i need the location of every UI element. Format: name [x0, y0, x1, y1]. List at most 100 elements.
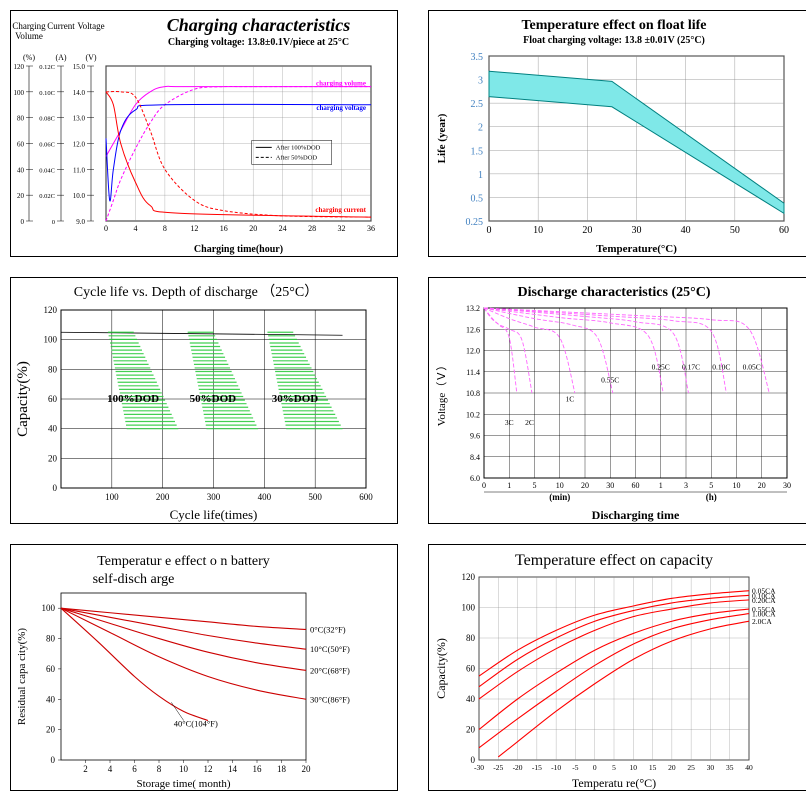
svg-text:Current: Current [47, 21, 75, 31]
svg-text:13.0: 13.0 [73, 115, 86, 123]
svg-text:Temperatur e effect o n batter: Temperatur e effect o n battery [97, 554, 270, 569]
svg-text:5: 5 [533, 481, 537, 490]
svg-text:60: 60 [46, 664, 56, 674]
svg-text:30: 30 [707, 763, 715, 772]
svg-text:20: 20 [48, 453, 58, 463]
svg-text:0°C(32°F): 0°C(32°F) [310, 624, 346, 634]
svg-text:30: 30 [632, 225, 642, 236]
svg-text:20°C(68°F): 20°C(68°F) [310, 665, 350, 675]
svg-text:8: 8 [163, 224, 167, 233]
svg-text:80: 80 [466, 633, 476, 643]
svg-text:80: 80 [48, 364, 58, 374]
svg-text:Temperature effect on capacity: Temperature effect on capacity [515, 552, 713, 569]
svg-text:120: 120 [44, 305, 58, 315]
svg-text:0.10C: 0.10C [712, 363, 730, 372]
chart-grid: Charging characteristicsCharging voltage… [10, 10, 806, 791]
svg-text:20: 20 [249, 224, 257, 233]
svg-text:2.0CA: 2.0CA [752, 617, 772, 626]
svg-text:Charging time(hour): Charging time(hour) [194, 244, 283, 255]
svg-text:10.2: 10.2 [466, 410, 480, 419]
svg-text:-10: -10 [551, 763, 561, 772]
svg-text:100%DOD: 100%DOD [107, 393, 159, 405]
svg-text:Float charging voltage: 13.8 ±: Float charging voltage: 13.8 ±0.01V (25°… [523, 35, 705, 46]
svg-text:40: 40 [681, 225, 691, 236]
svg-text:Charging: Charging [12, 21, 46, 31]
svg-text:3.5: 3.5 [471, 52, 484, 63]
svg-text:40: 40 [466, 694, 476, 704]
svg-text:Storage time( month): Storage time( month) [136, 778, 230, 790]
svg-text:(min): (min) [549, 492, 570, 502]
svg-text:Capacity(%): Capacity(%) [434, 638, 448, 699]
panel-discharge: Discharge characteristics (25°C)01510203… [428, 277, 806, 524]
svg-text:(V): (V) [85, 53, 96, 62]
svg-text:0.25C: 0.25C [652, 363, 670, 372]
svg-text:18: 18 [277, 764, 287, 774]
svg-text:40: 40 [48, 424, 58, 434]
svg-text:0: 0 [482, 481, 486, 490]
svg-text:100: 100 [105, 492, 119, 502]
svg-text:30°C(86°F): 30°C(86°F) [310, 694, 350, 704]
svg-text:(%): (%) [23, 53, 35, 62]
svg-text:80: 80 [46, 634, 56, 644]
svg-text:-20: -20 [513, 763, 523, 772]
svg-text:0.08C: 0.08C [39, 116, 55, 123]
svg-text:20: 20 [46, 725, 56, 735]
svg-text:15: 15 [649, 763, 657, 772]
svg-text:charging current: charging current [315, 206, 366, 214]
svg-text:Voltage: Voltage [77, 21, 104, 31]
svg-text:60: 60 [779, 225, 789, 236]
svg-text:Capacity(%): Capacity(%) [15, 361, 31, 437]
svg-text:1.5: 1.5 [471, 146, 484, 157]
svg-text:10: 10 [556, 481, 564, 490]
svg-text:20: 20 [581, 481, 589, 490]
svg-text:0.05C: 0.05C [743, 363, 761, 372]
svg-text:2: 2 [478, 123, 483, 134]
svg-text:100: 100 [462, 603, 476, 613]
svg-text:300: 300 [207, 492, 221, 502]
svg-text:40: 40 [46, 694, 56, 704]
svg-text:0.02C: 0.02C [39, 193, 55, 200]
svg-text:10: 10 [733, 481, 741, 490]
svg-text:0: 0 [21, 218, 25, 226]
svg-text:20: 20 [302, 764, 312, 774]
svg-text:30: 30 [606, 481, 614, 490]
svg-text:8: 8 [157, 764, 162, 774]
svg-text:4: 4 [108, 764, 113, 774]
svg-text:30: 30 [783, 481, 791, 490]
svg-text:1: 1 [478, 170, 483, 181]
svg-text:4: 4 [133, 224, 137, 233]
svg-text:16: 16 [220, 224, 228, 233]
svg-text:0.20CA: 0.20CA [752, 596, 776, 605]
svg-text:10: 10 [179, 764, 189, 774]
svg-text:0.25: 0.25 [466, 217, 484, 228]
svg-text:35: 35 [726, 763, 734, 772]
svg-text:Temperature(°C): Temperature(°C) [596, 243, 677, 255]
svg-text:120: 120 [462, 572, 476, 582]
svg-text:400: 400 [258, 492, 272, 502]
svg-text:3C: 3C [505, 418, 514, 427]
svg-text:36: 36 [367, 224, 375, 233]
svg-text:14: 14 [228, 764, 238, 774]
svg-text:9.0: 9.0 [76, 218, 85, 226]
svg-text:100: 100 [42, 603, 56, 613]
svg-text:0: 0 [471, 755, 476, 765]
svg-text:32: 32 [338, 224, 346, 233]
svg-text:self-disch arge: self-disch arge [93, 572, 175, 587]
svg-text:0.5: 0.5 [471, 193, 484, 204]
svg-text:Voltage（Ｖ）: Voltage（Ｖ） [435, 360, 448, 426]
svg-text:0.12C: 0.12C [39, 64, 55, 71]
svg-text:2: 2 [83, 764, 88, 774]
svg-text:15.0: 15.0 [73, 63, 86, 71]
svg-text:12.0: 12.0 [73, 141, 86, 149]
svg-text:9.6: 9.6 [470, 432, 480, 441]
svg-text:3: 3 [684, 481, 688, 490]
svg-text:20: 20 [758, 481, 766, 490]
panel-charging: Charging characteristicsCharging voltage… [10, 10, 398, 257]
svg-text:120: 120 [14, 63, 25, 71]
svg-text:200: 200 [156, 492, 170, 502]
svg-text:After 100%DOD: After 100%DOD [276, 144, 321, 151]
svg-text:10.0: 10.0 [73, 192, 86, 200]
svg-text:(A): (A) [55, 53, 66, 62]
svg-text:10°C(50°F): 10°C(50°F) [310, 644, 350, 654]
svg-text:28: 28 [308, 224, 316, 233]
